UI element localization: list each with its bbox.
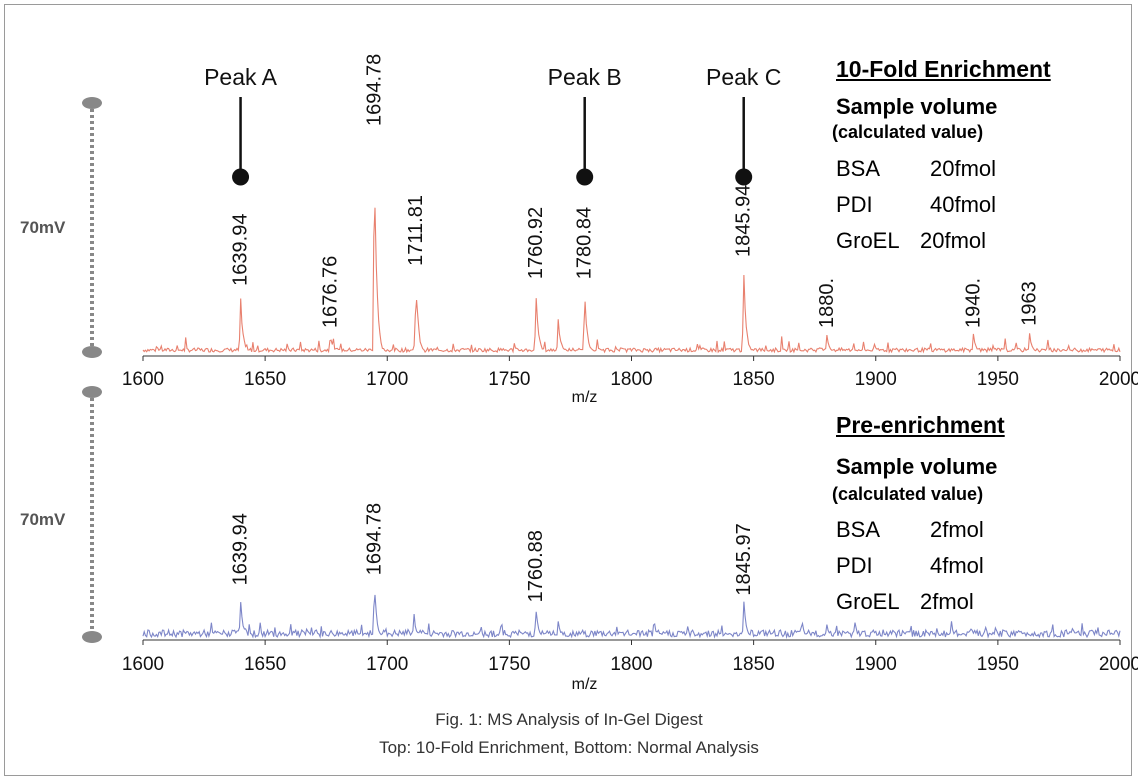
x-tick-label: 1800 [610,369,652,390]
bottom-row-bsa-value: 2fmol [930,517,984,542]
bottom-row-groel-name: GroEL [836,589,900,614]
peak-annotation-dot [735,168,753,186]
x-tick-label: 1650 [244,654,286,675]
bottom-row-pdi-value: 4fmol [930,553,984,578]
peak-label: 1780.84 [574,207,596,279]
peak-annotation-dot [576,168,594,186]
top-row-groel-value: 20fmol [920,228,987,253]
top-row-groel-name: GroEL [836,228,900,253]
top-row-pdi: PDI 40fmol [836,192,996,218]
figure-frame [4,4,1132,776]
top-row-pdi-value: 40fmol [930,192,997,217]
bottom-sample-subheading: (calculated value) [832,484,984,504]
figure-caption-line1: Fig. 1: MS Analysis of In-Gel Digest [435,710,703,729]
x-tick-label: 1750 [488,369,530,390]
x-axis-label: m/z [572,676,598,693]
scale-bar-cap-top [82,386,102,398]
peak-label: 1880. [816,278,838,328]
peak-label: 1711.81 [405,195,427,266]
panel-1: 1600 1650 1700 1750 1800 1850 1900 1950 2000 m/z 1… [82,386,1138,693]
bottom-row-bsa-name: BSA [836,517,881,542]
x-tick-label: 1800 [610,654,652,675]
peak-label: 1845.97 [733,523,755,595]
peak-label: 1639.94 [230,513,252,585]
x-tick-label: 1600 [122,654,164,675]
peak-label: 1963 [1019,281,1041,326]
top-scale-label: 70mV [20,218,66,237]
x-tick-label: 1850 [732,654,774,675]
spectrum-trace [142,207,1121,354]
bottom-panel-title: Pre-enrichment [836,412,1005,438]
bottom-row-groel-value: 2fmol [920,589,974,614]
peak-annotation-label: Peak C [706,64,781,90]
x-tick-label: 1650 [244,369,286,390]
x-tick-label: 1950 [977,654,1019,675]
x-tick-label: 1950 [977,369,1019,390]
scale-bar-cap-top [82,97,102,109]
peak-label: 1694.78 [364,503,386,575]
peak-label: 1676.76 [319,256,341,328]
x-axis-label: m/z [572,389,598,406]
peak-annotation-label: Peak A [204,64,278,90]
spectrum-trace [142,594,1121,640]
bottom-row-groel: GroEL 2fmol [836,589,974,615]
top-row-bsa-value: 20fmol [930,156,997,181]
scale-bar-cap-bottom [82,346,102,358]
top-row-pdi-name: PDI [836,192,873,217]
x-tick-label: 2000 [1099,654,1138,675]
peak-label: 1639.94 [230,214,252,286]
bottom-row-pdi: PDI 4fmol [836,553,984,579]
figure-caption-line2: Top: 10-Fold Enrichment, Bottom: Normal … [379,738,759,757]
peak-label: 1760.92 [525,207,547,279]
x-tick-label: 1700 [366,369,408,390]
bottom-scale-label: 70mV [20,510,66,529]
x-tick-label: 1600 [122,369,164,390]
scale-bar-cap-bottom [82,631,102,643]
x-tick-label: 1750 [488,654,530,675]
x-tick-label: 1850 [732,369,774,390]
top-sample-subheading: (calculated value) [832,122,984,142]
peak-label: 1845.94 [733,185,755,257]
top-row-bsa-name: BSA [836,156,881,181]
peak-label: 1760.88 [525,530,547,602]
panel-0: 1600 1650 1700 1750 1800 1850 1900 1950 2000 m/z 1… [82,54,1138,406]
bottom-row-pdi-name: PDI [836,553,873,578]
x-tick-label: 1900 [855,369,897,390]
peak-label: 1694.78 [364,54,386,126]
x-tick-label: 1700 [366,654,408,675]
top-panel-title: 10-Fold Enrichment [836,56,1051,82]
bottom-row-bsa: BSA 2fmol [836,517,984,543]
peak-annotation-label: Peak B [548,64,622,90]
peak-label: 1940. [962,278,984,328]
top-row-bsa: BSA 20fmol [836,156,996,182]
x-tick-label: 2000 [1099,369,1138,390]
peak-annotation-dot [232,168,250,186]
top-row-groel: GroEL 20fmol [836,228,986,254]
bottom-sample-heading: Sample volume [836,454,998,479]
top-sample-heading: Sample volume [836,94,998,119]
x-tick-label: 1900 [855,654,897,675]
